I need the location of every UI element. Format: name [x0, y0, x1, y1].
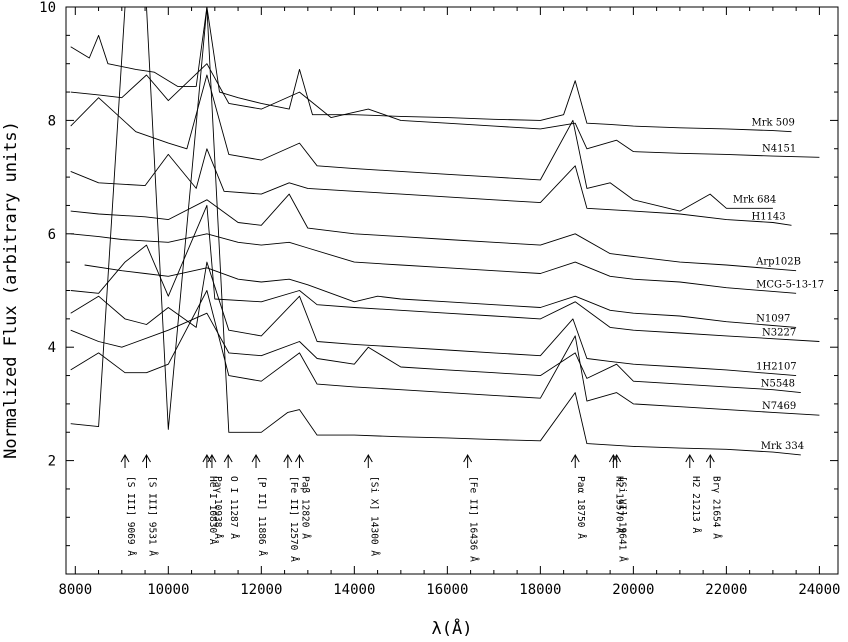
spectrum-line: [84, 264, 797, 328]
line-id-arrow-head: [570, 453, 580, 463]
spectrum-label: H1143: [751, 211, 785, 222]
line-id-label: H2 21213 Å: [690, 476, 702, 533]
line-id-label: [Si X] 14300 Å: [368, 476, 380, 556]
spectrum-label: N1097: [756, 313, 790, 324]
y-axis-label: Normalized Flux (arbitrary units): [1, 121, 21, 459]
spectrum-label: N4151: [762, 143, 796, 154]
spectrum-label: 1H2107: [756, 362, 797, 373]
line-id-label: Paβ 12820 Å: [299, 476, 311, 539]
spectrum-line: [70, 312, 801, 394]
line-identifications: [S III] 9069 Å [S III] 9531 Å He I 10830 Å…: [120, 453, 722, 562]
spectrum-line: [70, 204, 820, 342]
line-id-label: [S III] 9531 Å: [147, 476, 159, 556]
line-id-arrow-head: [120, 453, 130, 463]
x-tick-labels: 8000 10000 12000 14000 16000 18000 20000 22000 2…: [58, 582, 840, 598]
y-tick-labels: 2 4 6 8 10: [39, 0, 56, 470]
line-id-label: He I 10830 Å: [207, 476, 219, 545]
line-id-arrow-head: [251, 453, 261, 463]
line-id-label: Brγ 21654 Å: [710, 476, 722, 539]
line-id-label: Paα 18750 Å: [575, 476, 587, 539]
spectrum-line: [70, 148, 792, 226]
spectrum-label: MCG-5-13-17: [756, 279, 824, 290]
y-tick-label: 10: [39, 0, 56, 16]
y-tick-label: 4: [48, 340, 56, 356]
line-id-label: [S III] 9069 Å: [125, 476, 137, 556]
line-id-label: [Fe II] 12570 Å: [288, 476, 300, 562]
spectrum-line: [70, 290, 820, 416]
axis-ticks: [66, 6, 838, 574]
spectrum-line: [70, 261, 797, 377]
line-id-label: O I 11287 Å: [228, 476, 240, 539]
line-id-label: [Si VI] 19641 Å: [617, 476, 629, 562]
x-tick-label: 22000: [705, 582, 747, 598]
x-tick-label: 16000: [426, 582, 468, 598]
line-id-arrow-head: [142, 453, 151, 463]
line-id-arrow-head: [608, 453, 618, 463]
x-tick-label: 18000: [519, 582, 561, 598]
line-id-arrow-head: [363, 453, 373, 463]
spectrum-line: [70, 193, 797, 272]
x-tick-label: 10000: [147, 582, 189, 598]
spectrum-line: [70, 233, 797, 294]
line-id-arrow-head: [295, 453, 304, 463]
x-axis-label: λ(Å): [432, 617, 473, 639]
spectrum-line: [70, 6, 801, 456]
line-id-arrow-head: [283, 453, 293, 463]
spectrum-label: Mrk 509: [751, 118, 794, 129]
spectrum-label: Mrk 684: [733, 194, 776, 205]
line-id-label: [P II] 11886 Å: [256, 476, 268, 556]
spectrum-label: N5548: [761, 379, 795, 390]
y-tick-label: 6: [48, 227, 56, 243]
line-id-arrow-head: [223, 453, 233, 463]
line-id-arrow-head: [685, 453, 695, 463]
spectrum-label: N7469: [762, 401, 796, 412]
spectrum-label: N3227: [762, 328, 796, 339]
line-id-label: Paγ 10938 Å: [212, 476, 224, 539]
line-id-arrow-head: [705, 453, 715, 463]
line-id-arrow-head: [612, 453, 622, 463]
spectrum-line: [70, 63, 820, 158]
line-id-arrow-head: [207, 453, 217, 463]
line-id-arrow-head: [463, 453, 473, 463]
line-id-label: H2 19570 Å: [613, 476, 625, 533]
spectrum-labels: Mrk 509 N4151 Mrk 684 H1143 Arp102B MCG-5-13-…: [733, 118, 824, 452]
spectrum-label: Mrk 334: [761, 441, 804, 452]
spectrum-label: Arp102B: [755, 257, 801, 268]
x-tick-label: 14000: [333, 582, 375, 598]
x-tick-label: 20000: [612, 582, 654, 598]
spectrum-lines: [70, 6, 820, 456]
spectrum-line: [70, 74, 773, 212]
line-id-label: [Fe II] 16436 Å: [468, 476, 480, 562]
spectrum-line: [70, 6, 792, 133]
x-tick-label: 12000: [240, 582, 282, 598]
x-tick-label: 8000: [58, 582, 92, 598]
y-tick-label: 8: [48, 113, 56, 129]
y-tick-label: 2: [48, 454, 56, 470]
x-tick-label: 24000: [798, 582, 840, 598]
